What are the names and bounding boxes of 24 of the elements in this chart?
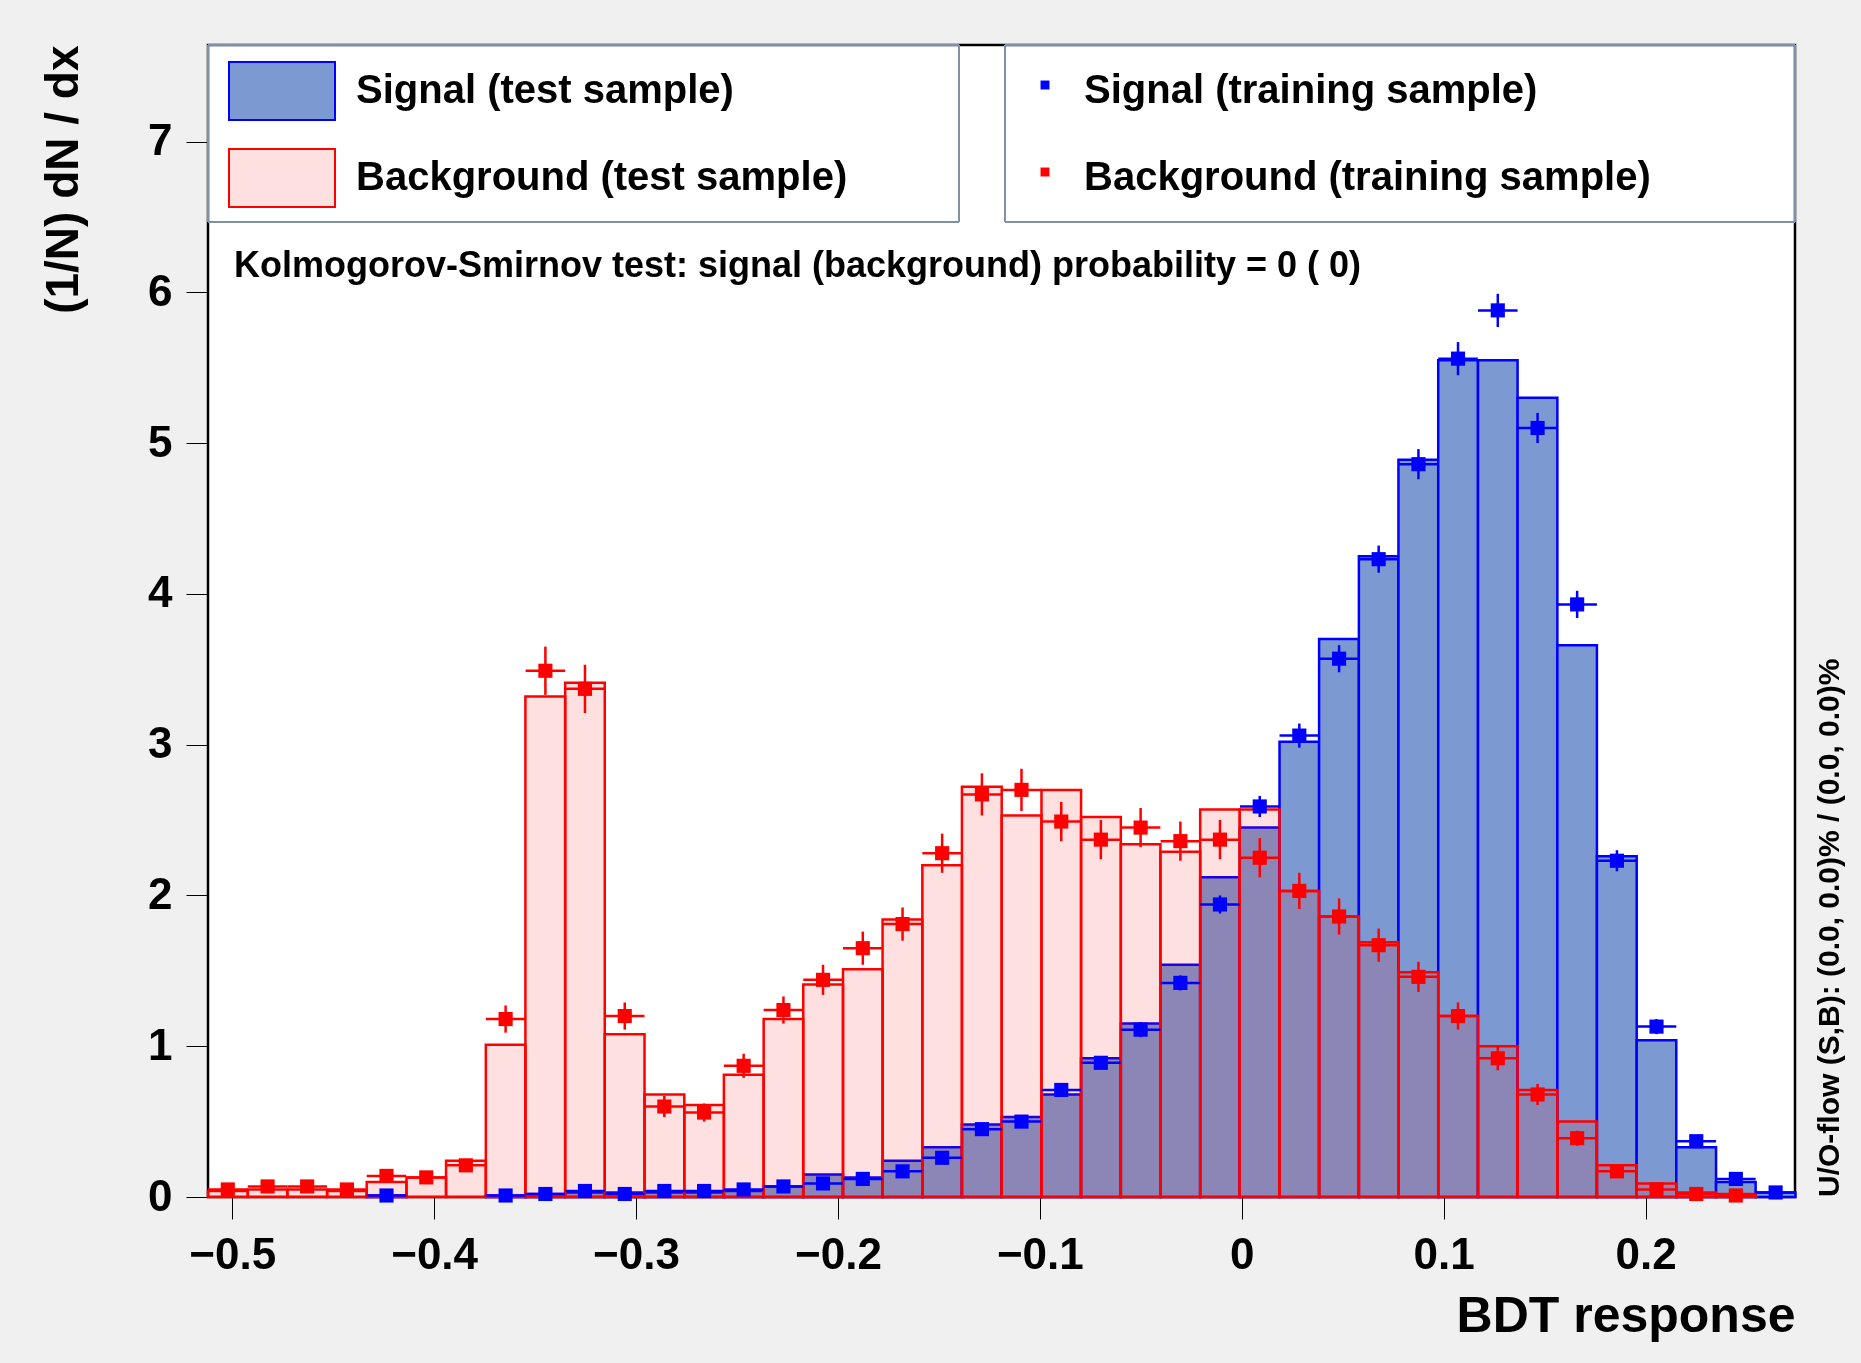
text: U/O-flow (S,B): (0.0, 0.0)% / (0.0, 0.0)% [1812, 658, 1845, 1197]
x-tick-label: 0.2 [1615, 1228, 1677, 1278]
y-tick-label: 1 [148, 1019, 173, 1069]
x-tick-label: 0 [1230, 1228, 1255, 1278]
x-tick-label: 0.1 [1413, 1228, 1475, 1278]
y-tick-label: 6 [148, 265, 173, 315]
legend-label: Signal (training sample) [1084, 67, 1538, 111]
legend-label: Background (test sample) [356, 154, 848, 198]
x-tick-label: −0.5 [189, 1228, 277, 1278]
y-tick-label: 0 [148, 1170, 173, 1220]
x-tick-label: −0.4 [391, 1228, 479, 1278]
x-axis-title: BDT response [1456, 1286, 1796, 1343]
annotation: Kolmogorov-Smirnov test: signal (background) probability = 0 ( 0) [234, 244, 1362, 285]
y-axis-title: (1/N) dN / dx [36, 45, 89, 314]
y-tick-label: 3 [148, 718, 173, 768]
y-tick-label: 2 [148, 868, 173, 918]
y-tick-label: 5 [148, 416, 173, 466]
x-tick-label: −0.2 [795, 1228, 882, 1278]
legend-label: Background (training sample) [1084, 154, 1651, 198]
y-tick-label: 4 [148, 567, 174, 617]
x-tick-label: −0.3 [593, 1228, 680, 1278]
y-tick-label: 7 [148, 115, 173, 164]
legend-label: Signal (test sample) [356, 67, 734, 111]
x-tick-label: −0.1 [996, 1228, 1084, 1278]
